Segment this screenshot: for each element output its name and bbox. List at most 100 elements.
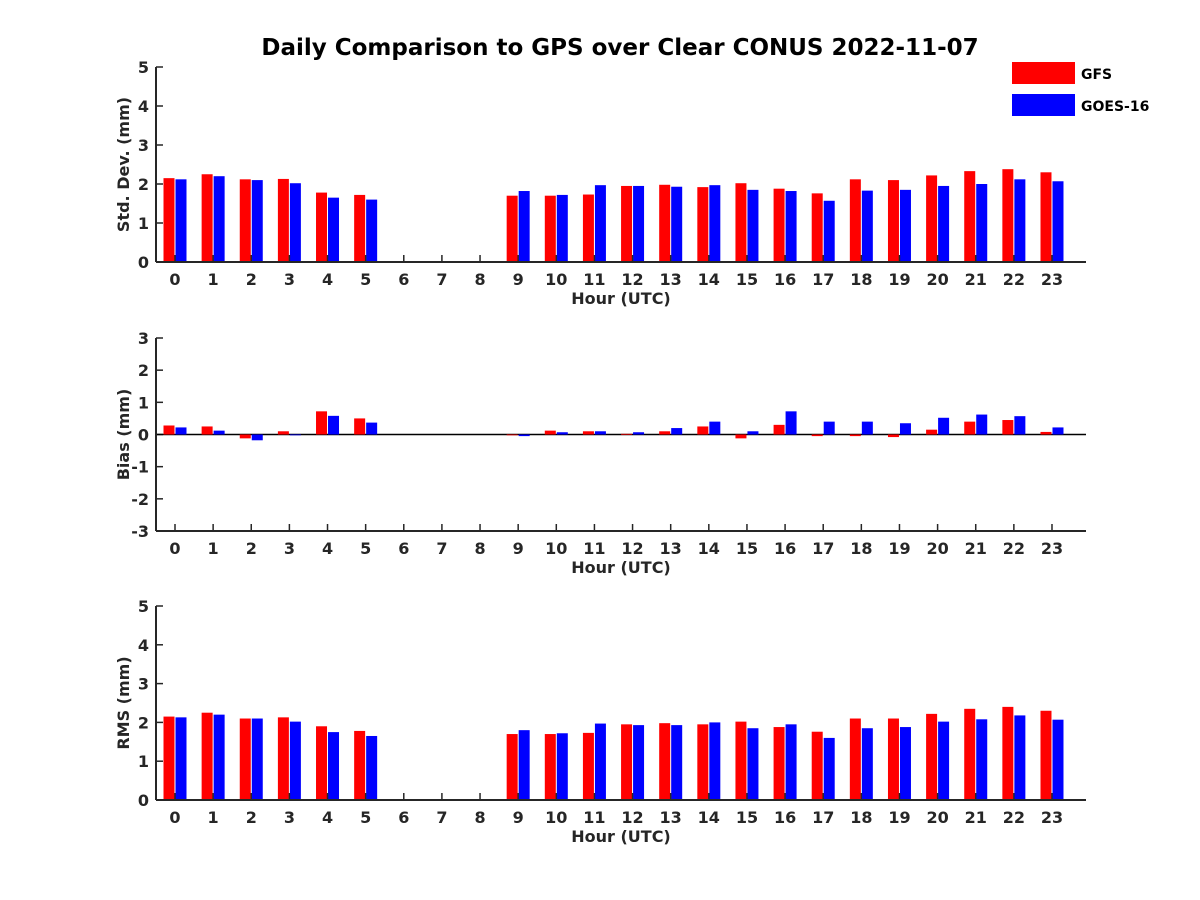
bias-bar-gfs-2 <box>239 434 251 439</box>
std-bar-gfs-0 <box>163 178 175 262</box>
bias-bar-goes16-21 <box>976 414 988 435</box>
rms-ytick-label-4: 4 <box>138 636 149 655</box>
std-bar-gfs-19 <box>887 180 899 262</box>
bias-xtick-label-2: 2 <box>246 539 257 558</box>
std-bar-gfs-22 <box>1002 169 1014 262</box>
std-bar-goes16-13 <box>671 186 683 262</box>
rms-bar-goes16-4 <box>328 732 340 800</box>
rms-bar-gfs-1 <box>201 712 213 800</box>
std-bar-gfs-17 <box>811 193 823 262</box>
std-bar-goes16-17 <box>823 200 835 262</box>
std-xtick-label-6: 6 <box>398 270 409 289</box>
rms-bar-gfs-3 <box>277 717 289 800</box>
bias-ytick-label-3: 0 <box>138 426 149 445</box>
std-bar-goes16-19 <box>899 189 911 262</box>
std-bar-goes16-5 <box>366 199 378 262</box>
rms-xtick-label-14: 14 <box>698 808 720 827</box>
rms-bar-gfs-9 <box>506 734 518 800</box>
rms-xtick-label-1: 1 <box>208 808 219 827</box>
bias-xtick-label-5: 5 <box>360 539 371 558</box>
std-bar-goes16-12 <box>633 185 645 262</box>
rms-ytick-label-5: 5 <box>138 597 149 616</box>
bias-xtick-label-11: 11 <box>583 539 605 558</box>
std-bar-goes16-14 <box>709 185 721 262</box>
std-xtick-label-17: 17 <box>812 270 834 289</box>
bias-bar-gfs-12 <box>621 433 633 435</box>
bias-bar-goes16-12 <box>633 432 645 435</box>
bias-xtick-label-10: 10 <box>545 539 567 558</box>
rms-bar-goes16-21 <box>976 719 988 800</box>
std-xtick-label-2: 2 <box>246 270 257 289</box>
std-xtick-label-19: 19 <box>888 270 910 289</box>
rms-bar-gfs-11 <box>582 732 594 800</box>
bias-bar-goes16-5 <box>366 422 378 435</box>
rms-xtick-label-2: 2 <box>246 808 257 827</box>
std-xtick-label-8: 8 <box>474 270 485 289</box>
bias-bar-goes16-16 <box>785 411 797 435</box>
bias-bar-goes16-17 <box>823 421 835 435</box>
std-xtick-label-14: 14 <box>698 270 720 289</box>
std-xtick-label-18: 18 <box>850 270 872 289</box>
rms-ytick-label-1: 1 <box>138 752 149 771</box>
rms-bar-gfs-19 <box>887 718 899 800</box>
std-bar-gfs-16 <box>773 188 785 262</box>
bias-bar-goes16-23 <box>1052 427 1064 435</box>
std-ytick-label-1: 1 <box>138 214 149 233</box>
rms-xtick-label-7: 7 <box>436 808 447 827</box>
std-bar-goes16-23 <box>1052 181 1064 262</box>
rms-ytick-label-2: 2 <box>138 713 149 732</box>
rms-bar-gfs-23 <box>1040 710 1052 800</box>
bias-bar-gfs-3 <box>277 431 289 435</box>
bias-bar-gfs-22 <box>1002 420 1014 435</box>
rms-bar-gfs-10 <box>544 734 556 800</box>
rms-bar-gfs-20 <box>926 713 938 800</box>
rms-ytick-label-3: 3 <box>138 675 149 694</box>
rms-xtick-label-8: 8 <box>474 808 485 827</box>
bias-xtick-label-17: 17 <box>812 539 834 558</box>
std-xtick-label-1: 1 <box>208 270 219 289</box>
bias-xtick-label-13: 13 <box>660 539 682 558</box>
std-xtick-label-21: 21 <box>965 270 987 289</box>
std-ytick-label-5: 5 <box>138 58 149 77</box>
bias-xtick-label-23: 23 <box>1041 539 1063 558</box>
rms-bar-goes16-10 <box>556 733 568 800</box>
rms-ytick-label-0: 0 <box>138 791 149 810</box>
bias-y-axis-label: Bias (mm) <box>114 389 133 481</box>
bias-bar-gfs-4 <box>316 411 328 435</box>
std-bar-gfs-10 <box>544 195 556 262</box>
bias-bar-goes16-1 <box>213 430 225 435</box>
rms-xtick-label-10: 10 <box>545 808 567 827</box>
rms-xtick-label-9: 9 <box>513 808 524 827</box>
bias-ytick-label-0: -3 <box>131 522 149 541</box>
bias-bar-gfs-16 <box>773 424 785 435</box>
std-x-axis-label: Hour (UTC) <box>571 289 671 308</box>
rms-bar-goes16-2 <box>251 718 263 800</box>
std-bar-goes16-2 <box>251 180 263 262</box>
std-xtick-label-3: 3 <box>284 270 295 289</box>
std-xtick-label-9: 9 <box>513 270 524 289</box>
rms-bar-gfs-14 <box>697 724 709 800</box>
bias-bar-gfs-17 <box>811 434 823 437</box>
std-bar-goes16-21 <box>976 184 988 262</box>
rms-xtick-label-21: 21 <box>965 808 987 827</box>
std-xtick-label-20: 20 <box>926 270 948 289</box>
legend-label-gfs: GFS <box>1081 67 1112 83</box>
bias-xtick-label-12: 12 <box>621 539 643 558</box>
std-bar-goes16-22 <box>1014 179 1026 262</box>
rms-xtick-label-6: 6 <box>398 808 409 827</box>
rms-xtick-label-20: 20 <box>926 808 948 827</box>
std-xtick-label-12: 12 <box>621 270 643 289</box>
rms-bar-gfs-22 <box>1002 706 1014 800</box>
bias-bar-gfs-1 <box>201 426 213 435</box>
bias-ytick-label-4: 1 <box>138 393 149 412</box>
bias-bar-goes16-14 <box>709 421 721 435</box>
std-xtick-label-13: 13 <box>660 270 682 289</box>
bias-bar-goes16-10 <box>556 432 568 435</box>
std-xtick-label-10: 10 <box>545 270 567 289</box>
rms-xtick-label-19: 19 <box>888 808 910 827</box>
rms-bar-gfs-13 <box>659 723 671 800</box>
bias-bar-gfs-0 <box>163 425 175 435</box>
std-xtick-label-22: 22 <box>1003 270 1025 289</box>
std-bar-gfs-15 <box>735 183 747 262</box>
bias-ytick-label-1: -2 <box>131 490 149 509</box>
